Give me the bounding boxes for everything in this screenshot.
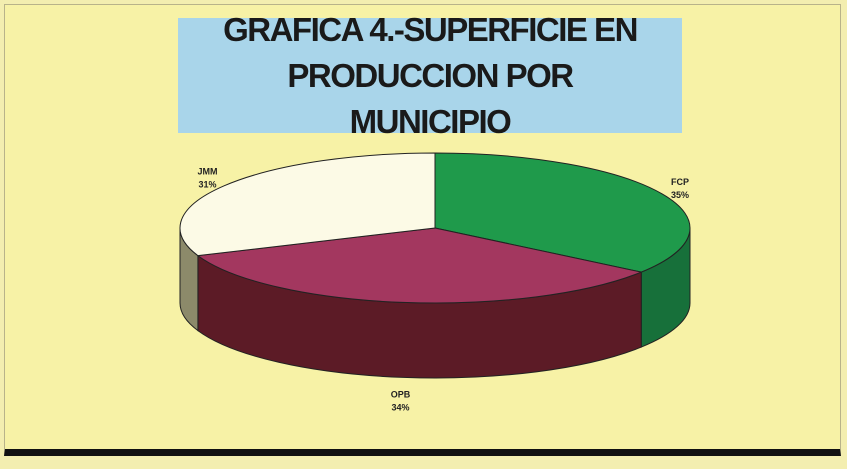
slice <box>179 152 436 257</box>
chart-title: GRAFICA 4.-SUPERFICIE EN PRODUCCION POR … <box>178 11 682 140</box>
slice-label: JMM <box>198 167 218 177</box>
slice <box>196 227 644 304</box>
slice-value-label: 34% <box>392 402 410 412</box>
slice-value-label: 31% <box>199 180 217 190</box>
slice-label: FCP <box>671 177 689 187</box>
slice-value-label: 35% <box>671 190 689 200</box>
slice-label: OPB <box>391 389 411 399</box>
slice <box>434 152 691 273</box>
